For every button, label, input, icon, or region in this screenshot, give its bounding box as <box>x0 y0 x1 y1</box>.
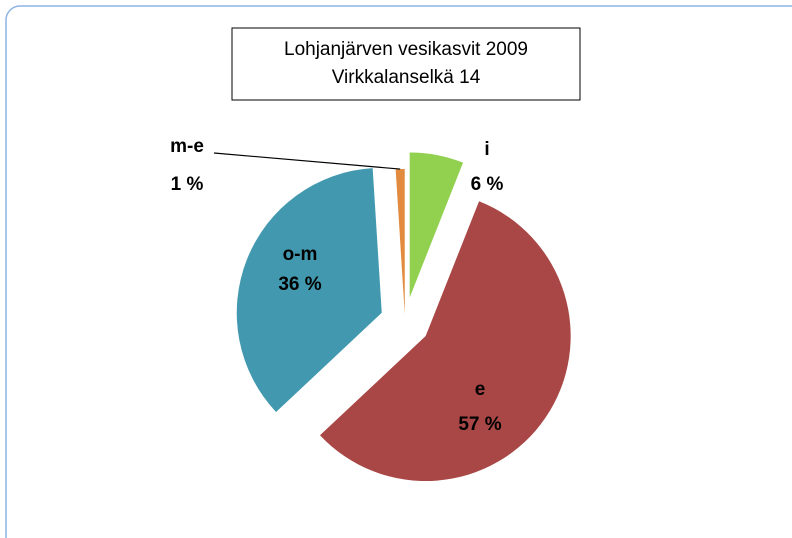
chart-title: Lohjanjärven vesikasvit 2009 <box>284 39 528 60</box>
pie-slice <box>409 152 464 298</box>
slice-value-label: 6 % <box>471 174 504 195</box>
slice-label: i <box>484 139 489 160</box>
slice-label: m-e <box>170 136 204 157</box>
pie-slice <box>395 169 405 315</box>
slice-label: e <box>475 379 486 400</box>
pie-slice <box>319 201 571 482</box>
slice-value-label: 36 % <box>278 274 321 295</box>
pie-slice <box>236 168 382 413</box>
chart-frame <box>5 5 792 538</box>
leader-line <box>213 152 401 170</box>
slice-value-label: 57 % <box>458 414 501 435</box>
slice-value-label: 1 % <box>171 174 204 195</box>
title-box <box>231 27 581 101</box>
chart-subtitle: Virkkalanselkä 14 <box>332 67 481 88</box>
slice-label: o-m <box>283 244 318 265</box>
